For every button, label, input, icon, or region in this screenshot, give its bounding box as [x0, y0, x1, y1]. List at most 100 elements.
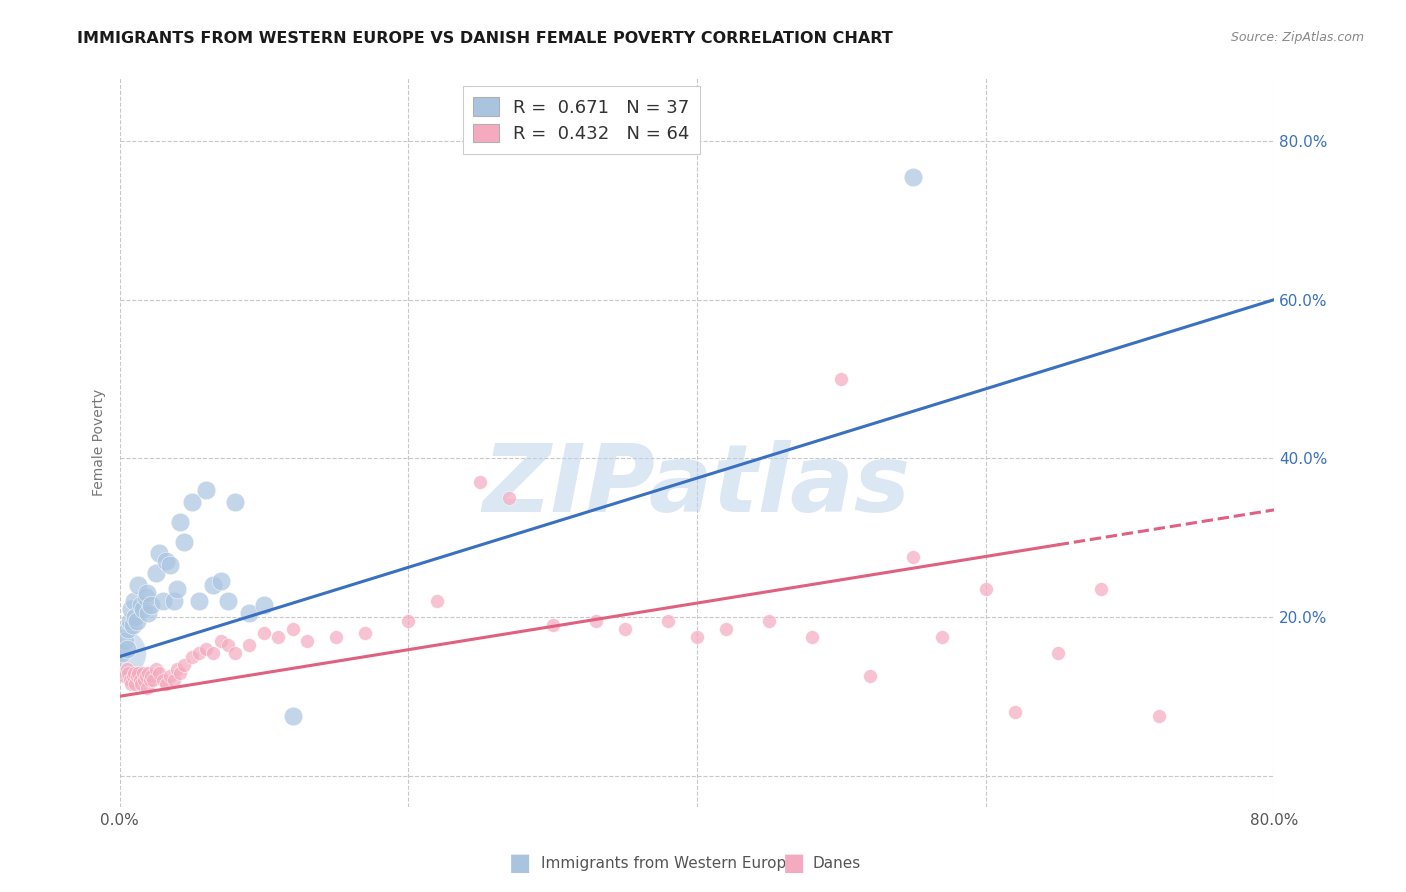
Text: ■: ■ — [509, 852, 531, 875]
Point — [217, 638, 239, 652]
Point — [131, 665, 153, 680]
Point — [209, 574, 232, 589]
Point — [354, 625, 377, 640]
Point — [129, 598, 152, 612]
Point — [145, 566, 167, 581]
Point — [173, 534, 195, 549]
Point — [136, 681, 159, 696]
Point — [238, 638, 260, 652]
Point — [120, 677, 142, 691]
Point — [136, 586, 159, 600]
Legend: R =  0.671   N = 37, R =  0.432   N = 64: R = 0.671 N = 37, R = 0.432 N = 64 — [463, 87, 700, 154]
Point — [163, 594, 186, 608]
Point — [122, 665, 145, 680]
Point — [281, 709, 304, 723]
Text: Source: ZipAtlas.com: Source: ZipAtlas.com — [1230, 31, 1364, 45]
Point — [830, 372, 852, 386]
Point — [128, 673, 150, 688]
Point — [131, 602, 153, 616]
Point — [657, 614, 679, 628]
Point — [125, 669, 148, 683]
Point — [111, 646, 134, 660]
Point — [145, 661, 167, 675]
Point — [180, 495, 202, 509]
Point — [169, 665, 191, 680]
Point — [180, 649, 202, 664]
Point — [1147, 709, 1170, 723]
Point — [121, 669, 143, 683]
Point — [155, 554, 177, 568]
Point — [166, 661, 188, 675]
Point — [138, 606, 160, 620]
Point — [903, 550, 925, 565]
Point — [1046, 646, 1069, 660]
Point — [115, 641, 138, 656]
Point — [115, 661, 138, 675]
Point — [1090, 582, 1112, 597]
Point — [129, 677, 152, 691]
Point — [217, 594, 239, 608]
Point — [224, 646, 246, 660]
Point — [267, 630, 290, 644]
Point — [187, 646, 209, 660]
Point — [187, 594, 209, 608]
Point — [138, 665, 160, 680]
Point — [859, 669, 882, 683]
Point — [1004, 705, 1026, 719]
Point — [714, 622, 737, 636]
Text: Danes: Danes — [813, 856, 860, 871]
Point — [163, 673, 186, 688]
Point — [121, 618, 143, 632]
Point — [931, 630, 953, 644]
Point — [195, 641, 218, 656]
Point — [124, 677, 146, 691]
Point — [127, 578, 149, 592]
Point — [111, 646, 134, 660]
Point — [117, 622, 139, 636]
Text: Immigrants from Western Europe: Immigrants from Western Europe — [541, 856, 796, 871]
Point — [125, 614, 148, 628]
Point — [120, 602, 142, 616]
Point — [141, 669, 163, 683]
Point — [470, 475, 492, 489]
Point — [112, 669, 135, 683]
Text: ■: ■ — [783, 852, 806, 875]
Point — [758, 614, 780, 628]
Point — [152, 594, 174, 608]
Point — [325, 630, 347, 644]
Point — [202, 646, 225, 660]
Y-axis label: Female Poverty: Female Poverty — [93, 389, 107, 496]
Point — [141, 598, 163, 612]
Point — [155, 677, 177, 691]
Point — [541, 618, 564, 632]
Point — [132, 673, 155, 688]
Point — [139, 673, 162, 688]
Point — [253, 598, 276, 612]
Point — [195, 483, 218, 497]
Point — [238, 606, 260, 620]
Point — [202, 578, 225, 592]
Point — [148, 547, 170, 561]
Point — [124, 610, 146, 624]
Point — [114, 633, 136, 648]
Point — [173, 657, 195, 672]
Point — [159, 669, 181, 683]
Point — [209, 633, 232, 648]
Point — [295, 633, 318, 648]
Point — [118, 614, 141, 628]
Point — [396, 614, 419, 628]
Text: IMMIGRANTS FROM WESTERN EUROPE VS DANISH FEMALE POVERTY CORRELATION CHART: IMMIGRANTS FROM WESTERN EUROPE VS DANISH… — [77, 31, 893, 46]
Point — [613, 622, 636, 636]
Point — [127, 665, 149, 680]
Point — [903, 169, 925, 184]
Point — [169, 515, 191, 529]
Point — [159, 558, 181, 573]
Point — [498, 491, 520, 505]
Point — [224, 495, 246, 509]
Point — [152, 673, 174, 688]
Point — [974, 582, 997, 597]
Point — [281, 622, 304, 636]
Point — [142, 673, 165, 688]
Point — [134, 669, 156, 683]
Point — [134, 590, 156, 604]
